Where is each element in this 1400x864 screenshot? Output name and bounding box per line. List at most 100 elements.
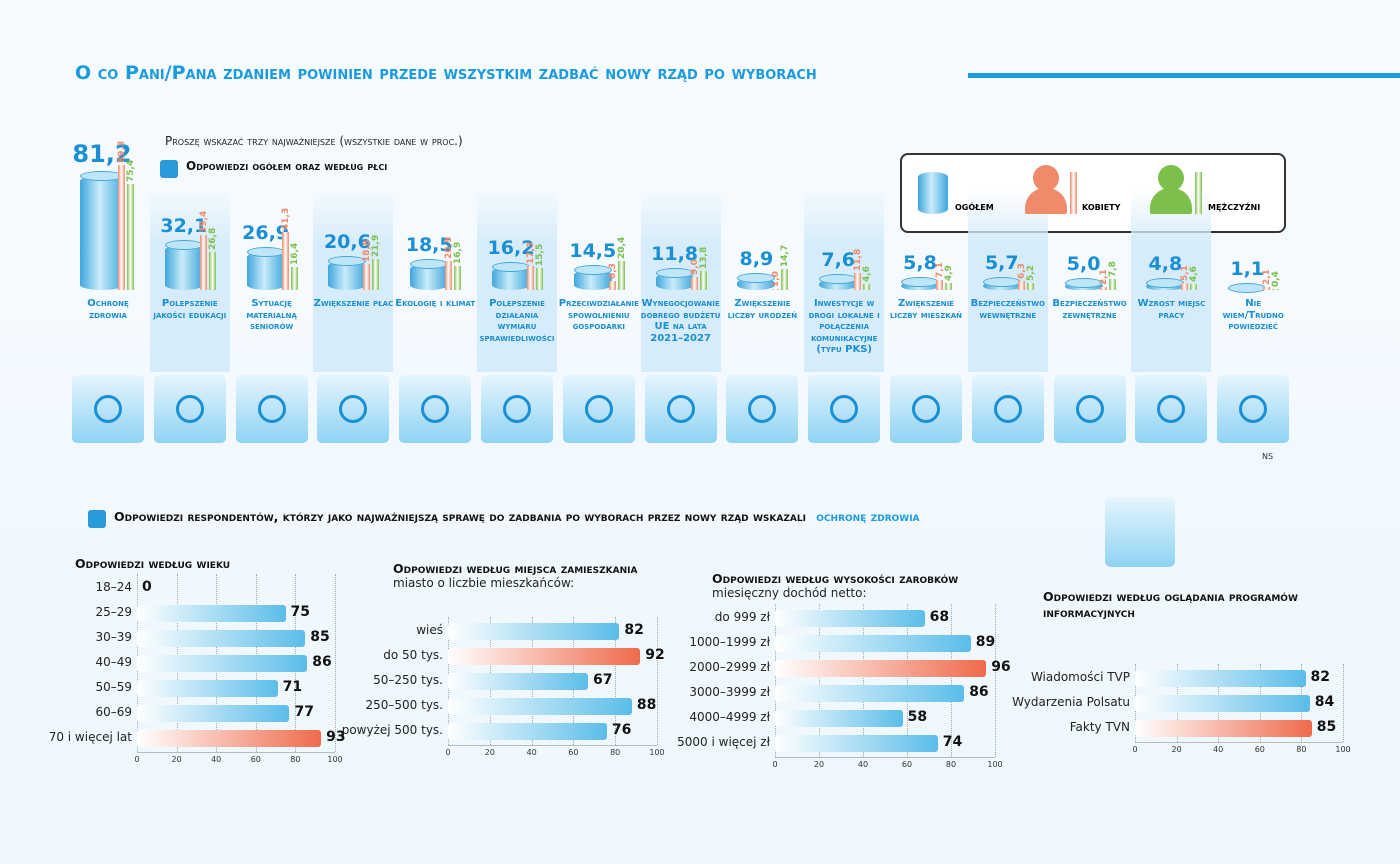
bar <box>1190 283 1198 290</box>
category-label: 30–39 <box>95 630 132 644</box>
icon <box>503 395 531 423</box>
value-label: 92 <box>645 647 665 663</box>
value-label: 0,4 <box>1271 271 1282 287</box>
title: O co Pani/Pana zdaniem powinien przede w… <box>75 62 817 84</box>
cylinder-top <box>1228 283 1267 294</box>
category-label: 1000–1999 zł <box>689 635 770 649</box>
value-label: 8,9 <box>739 247 774 270</box>
value-label: 85 <box>1316 719 1337 735</box>
category-label: Polepszenie działania wymiaru sprawiedli… <box>479 298 555 344</box>
x-tick-label: 0 <box>772 760 778 769</box>
grid-line <box>907 604 908 757</box>
bar <box>1135 719 1312 737</box>
bar <box>1181 282 1189 290</box>
bar <box>199 234 207 290</box>
value-label: 96 <box>991 659 1011 675</box>
bar <box>137 629 306 647</box>
cylinder-top <box>655 268 694 279</box>
bar <box>775 684 965 702</box>
category-label: 60–69 <box>95 705 132 719</box>
category-label: Zwiększenie liczby urodzeń <box>727 298 798 321</box>
grid-line <box>775 604 776 757</box>
bar <box>454 266 462 290</box>
value-label: 14,5 <box>569 239 617 262</box>
bar <box>137 604 286 622</box>
category-label: Wydarzenia Polsatu <box>1012 695 1130 709</box>
category-label: Wzrost miejsc pracy <box>1137 298 1206 321</box>
icon-box <box>235 375 308 443</box>
category-label: 2000–2999 zł <box>689 660 770 674</box>
bar <box>775 734 938 752</box>
category-label: 5000 i więcej zł <box>677 735 770 749</box>
chart-subtitle: Odpowiedzi ogółem oraz według płci <box>186 159 388 173</box>
x-tick-label: 40 <box>526 748 537 757</box>
category-label: 4000–4999 zł <box>689 710 770 724</box>
value-label: 76 <box>611 722 632 738</box>
category-label: 50–250 tys. <box>373 673 443 687</box>
value-label: 6,3 <box>607 263 618 280</box>
value-label: 32,1 <box>160 215 208 238</box>
value-label: 9,0 <box>689 259 700 276</box>
category-label: Bezpieczeństwo wewnętrzne <box>970 298 1045 321</box>
bar <box>448 697 632 715</box>
category-label: do 50 tys. <box>383 648 443 662</box>
bar <box>448 722 607 740</box>
grid-line <box>657 617 658 745</box>
x-tick-label: 100 <box>327 755 343 764</box>
bar <box>137 704 290 722</box>
legend-label: kobiety <box>1082 200 1121 213</box>
icon-box <box>890 375 962 443</box>
arrow-icon <box>88 510 106 528</box>
value-label: 89,3 <box>117 140 127 163</box>
grid-line <box>819 604 820 757</box>
category-label: 70 i więcej lat <box>48 730 132 744</box>
category-label: 25–29 <box>95 605 132 619</box>
icon-box <box>1135 375 1208 443</box>
bar <box>690 277 698 290</box>
cylinder <box>655 273 694 290</box>
x-tick-label: 80 <box>1296 745 1307 754</box>
bar <box>775 634 971 652</box>
x-tick-label: 0 <box>134 755 140 764</box>
bar <box>137 729 322 747</box>
bar <box>854 273 862 290</box>
value-label: 16,2 <box>487 237 535 260</box>
value-label: 2,1 <box>1098 269 1109 286</box>
grid-line <box>995 604 996 757</box>
arrow-icon <box>160 160 178 178</box>
x-tick-label: 40 <box>857 760 869 769</box>
category-label: Wynegocjowanie dobrego budżetu UE na lat… <box>640 298 721 344</box>
x-tick-label: 100 <box>987 760 1003 769</box>
bar <box>281 232 289 290</box>
x-tick-label: 20 <box>813 760 825 769</box>
x-tick-label: 0 <box>445 748 451 757</box>
category-label: Sytuację materialną seniorów <box>246 298 297 332</box>
value-label: 26,9 <box>242 222 290 245</box>
axis-line <box>448 745 657 746</box>
category-label: Przeciwdziałanie spowolnieniu gospodarki <box>558 298 639 332</box>
value-label: 5,8 <box>903 251 937 274</box>
icon-box <box>481 375 553 443</box>
x-tick-label: 60 <box>1254 745 1265 754</box>
icon-box <box>562 375 635 443</box>
category-label: Inwestycje w drogi lokalne i połączenia … <box>808 298 880 355</box>
legend-swatch <box>918 172 948 214</box>
bar <box>536 268 543 290</box>
value-label: 82 <box>1310 669 1331 685</box>
bar <box>699 270 707 290</box>
bar <box>775 709 903 727</box>
cylinder <box>246 252 285 290</box>
grid-line <box>951 604 952 757</box>
value-label: 93 <box>326 729 346 745</box>
bar <box>448 672 589 690</box>
value-label: 11,8 <box>853 249 864 272</box>
bar <box>118 165 125 290</box>
bar <box>775 659 987 677</box>
bar <box>1108 279 1116 290</box>
value-label: 89 <box>975 634 996 650</box>
bar <box>363 263 371 290</box>
cylinder <box>819 279 858 290</box>
bar <box>372 259 380 290</box>
bar <box>208 252 216 290</box>
value-label: 41,3 <box>280 207 291 231</box>
